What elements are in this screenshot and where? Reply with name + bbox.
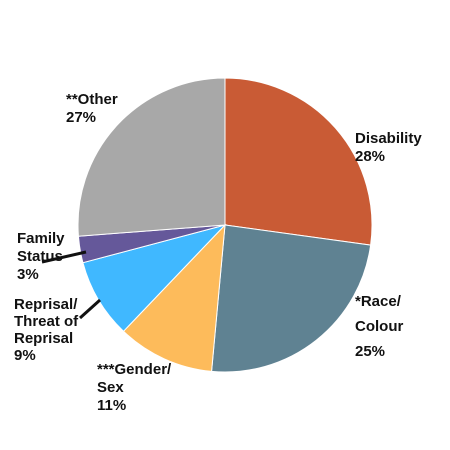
slice-label-line: Sex <box>97 379 124 396</box>
slice-label-line: 3% <box>17 266 39 283</box>
slice-label-line: 11% <box>97 397 126 414</box>
slice-label-line: Colour <box>355 318 403 335</box>
leader-line-3 <box>78 298 102 320</box>
slice-label-3: Reprisal/Threat of Reprisal 9% <box>14 296 79 364</box>
slice-label-line: 25% <box>355 343 385 360</box>
slice-label-line: Disability <box>355 130 422 147</box>
slice-label-1: *Race/Colour 25% <box>355 293 403 360</box>
leader-line-4 <box>41 250 87 264</box>
pie-slice-5 <box>77 77 226 237</box>
slice-label-4: Family Status 3% <box>17 230 65 283</box>
slice-label-line: **Other <box>66 91 118 108</box>
slice-label-2: ***Gender/Sex 11% <box>97 361 172 414</box>
pie-slice-0 <box>224 77 373 246</box>
slice-label-line: Status <box>17 248 63 265</box>
slice-label-5: **Other 27% <box>66 91 118 126</box>
slice-label-line: 27% <box>66 109 96 126</box>
slice-label-line: 28% <box>355 148 385 165</box>
slice-label-line: Reprisal/ <box>14 296 78 313</box>
slice-label-line: Threat of <box>14 313 79 330</box>
slice-label-0: Disability 28% <box>355 130 422 165</box>
slice-label-line: *Race/ <box>355 293 402 310</box>
slice-label-line: 9% <box>14 347 36 364</box>
pie-slice-1 <box>211 224 372 373</box>
slice-labels: Disability 28% *Race/Colour 25% ***Gender/Se… <box>14 91 422 414</box>
leader-lines <box>41 250 102 320</box>
slice-label-line: Family <box>17 230 65 247</box>
slice-label-line: ***Gender/ <box>97 361 172 378</box>
pie-slice-2 <box>122 223 226 372</box>
slice-label-line: Reprisal <box>14 330 73 347</box>
pie-slices <box>77 77 373 373</box>
